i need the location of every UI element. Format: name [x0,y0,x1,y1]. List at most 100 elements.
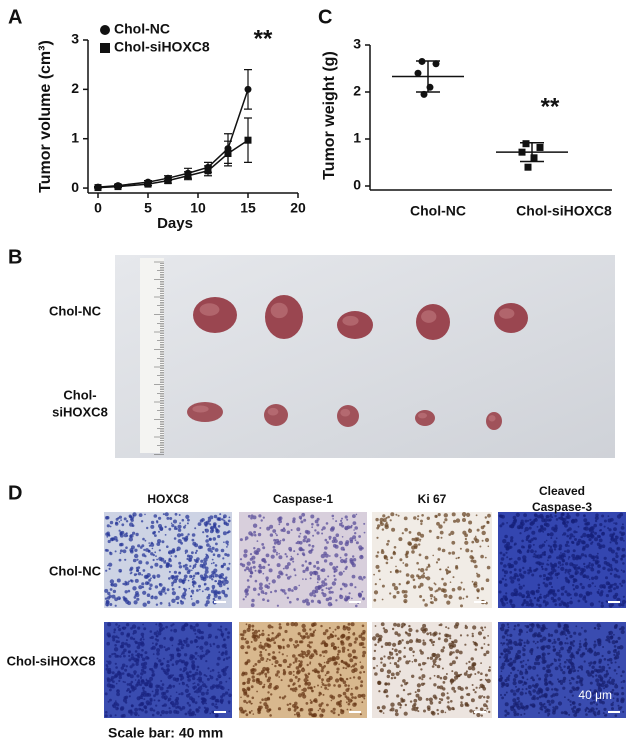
cell [545,687,550,692]
cell [153,514,158,518]
cell [579,640,581,642]
cell [514,644,517,647]
cell [471,634,474,638]
cell [608,563,613,568]
cell [132,531,136,535]
cell [261,645,266,650]
cell [611,533,615,537]
cell [416,561,419,565]
cell [139,702,144,707]
cell [615,554,619,559]
cell [159,601,163,605]
cell [387,515,390,519]
cell [564,571,567,574]
cell [244,595,247,598]
cell [548,518,552,522]
cell [505,546,510,551]
cell [344,553,348,557]
cell [297,693,303,698]
cell [460,695,464,700]
cell [397,633,401,637]
cell [432,640,436,644]
cell [187,579,190,582]
cell [557,658,561,662]
cell [539,634,543,638]
cell [169,653,172,657]
cell [261,558,265,562]
cell [550,596,555,601]
cell [510,536,514,540]
cell [359,661,362,663]
cell [411,537,415,541]
column-header: Ki 67 [418,492,447,506]
cell [346,708,349,711]
cell [215,703,218,706]
marker [184,172,192,180]
cell [620,626,625,631]
cell [484,626,487,629]
cell [202,683,206,688]
cell [398,640,402,643]
cell [574,570,579,575]
cell [342,548,346,551]
cell [360,547,363,550]
cell [485,578,490,582]
tumor [187,402,223,422]
cell [323,665,327,668]
cell [581,585,585,590]
cell [206,677,210,681]
tumor-highlight [267,407,279,416]
cell [417,639,422,643]
cell [499,514,504,519]
cell [517,680,522,684]
cell [246,694,250,698]
cell [521,594,526,599]
cell [599,529,603,532]
cell [612,583,614,586]
cell [179,649,182,652]
cell [560,646,564,651]
cell [325,629,329,633]
cell [608,603,613,608]
cell [120,666,125,670]
cell [557,637,561,642]
cell [429,594,434,598]
cell [599,678,604,682]
cell [269,533,274,537]
cell [121,523,125,527]
cell [620,706,623,709]
cell [284,565,289,570]
cell [245,640,250,645]
cell [106,535,109,538]
cell [246,561,251,566]
cell [519,523,524,528]
cell [150,524,155,529]
cell [341,646,346,651]
cell [331,656,336,660]
cell [405,660,410,665]
cell [328,535,332,539]
cell [292,670,295,673]
cell [224,646,227,649]
cell [518,629,523,634]
cell [615,552,618,555]
row-label: Chol-siHOXC8 [52,388,108,420]
scale-note: Scale bar: 40 mm [108,725,223,741]
cell [205,702,208,705]
cell [309,699,312,701]
cell [327,575,330,578]
cell [562,601,566,606]
cell [205,675,208,678]
cell [321,588,324,592]
cell [152,642,154,645]
cell [135,593,140,598]
cell [535,561,539,565]
cell [342,691,347,696]
cell [475,686,478,689]
cell [391,648,394,650]
cell [380,522,384,526]
cell [171,581,175,585]
cell [130,549,134,554]
cell [543,702,546,706]
cell [338,571,343,576]
